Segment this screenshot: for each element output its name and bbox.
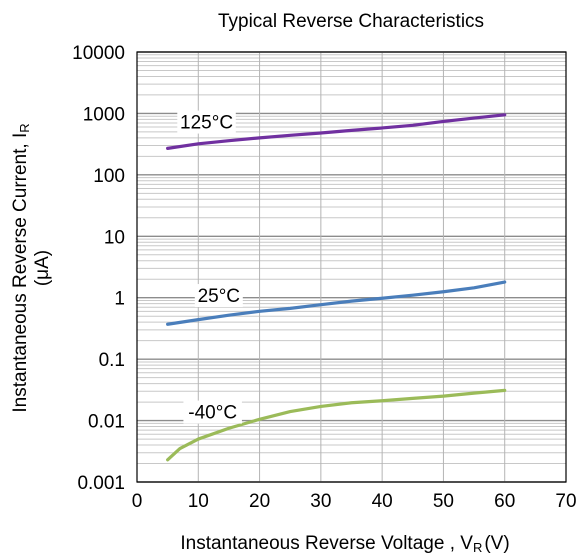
- x-tick-label: 60: [494, 491, 515, 512]
- series-label: 125°C: [180, 113, 233, 134]
- series-line: [166, 113, 507, 150]
- x-tick-label: 20: [249, 491, 270, 512]
- x-tick-label: 40: [372, 491, 393, 512]
- plot-area-border: [136, 51, 567, 483]
- grid: [136, 51, 567, 483]
- x-tick-label: 0: [132, 491, 143, 512]
- y-tick-label: 10: [104, 227, 125, 248]
- x-tick-label: 50: [433, 491, 454, 512]
- chart-title: Typical Reverse Characteristics: [218, 11, 484, 32]
- y-axis-label-line1: Instantaneous Reverse Current, IR: [10, 123, 32, 412]
- series-label-background: [177, 110, 236, 134]
- y-tick-label: 0.001: [77, 473, 125, 494]
- tick-labels: 0 10 20 30 40 50 60 70 0.001 0.01 0.1 1 10 100 1000 100…: [72, 43, 576, 512]
- y-tick-label: 1: [114, 289, 125, 310]
- y-axis-label-subscript: R: [17, 123, 32, 132]
- y-axis-label: Instantaneous Reverse Current, IR (μA): [10, 123, 53, 412]
- series-label: -40°C: [188, 403, 237, 424]
- y-tick-label: 0.1: [99, 350, 125, 371]
- y-tick-label: 100: [93, 166, 125, 187]
- x-tick-label: 70: [555, 491, 576, 512]
- x-tick-label: 10: [188, 491, 209, 512]
- series-label-background: [183, 400, 242, 424]
- series-lines: [166, 113, 507, 462]
- y-axis-label-line2: (μA): [32, 250, 53, 286]
- x-axis-label: Instantaneous Reverse Voltage , VR (V): [180, 533, 509, 555]
- x-axis-label-subscript: R: [473, 540, 482, 555]
- series-labels: 125°C 25°C -40°C: [177, 110, 243, 424]
- x-tick-label: 30: [310, 491, 331, 512]
- y-tick-label: 0.01: [88, 412, 125, 433]
- y-tick-label: 1000: [83, 104, 125, 125]
- series-line: [166, 280, 507, 326]
- series-label: 25°C: [198, 286, 240, 307]
- series-line: [166, 388, 507, 462]
- y-tick-label: 10000: [72, 43, 125, 64]
- series-label-background: [194, 284, 243, 308]
